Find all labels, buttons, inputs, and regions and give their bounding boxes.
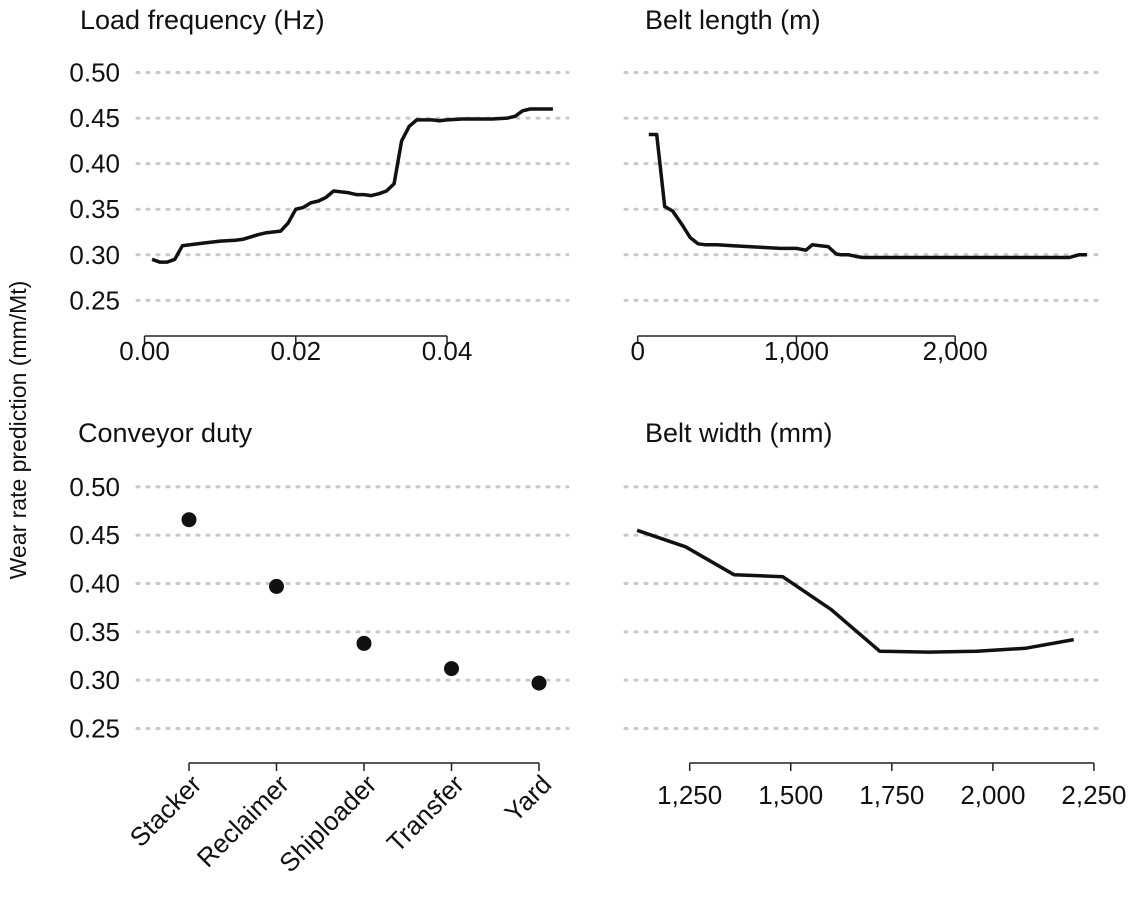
panel-conveyor-duty: Conveyor duty 0.25 0.30 0.35 0.40 0.45 0.50 St… (69, 418, 570, 878)
data-point (269, 578, 284, 594)
x-tick-label: 0 (630, 336, 644, 366)
x-tick-label: 0.02 (270, 336, 321, 366)
y-tick-label: 0.50 (69, 472, 120, 502)
panel-belt-length: Belt length (m) 0 1,000 2,000 (623, 5, 1100, 366)
x-tick-label: 1,000 (764, 336, 829, 366)
panel-belt-width: Belt width (mm) 1,250 1,500 1,750 2,000 2,25… (623, 418, 1126, 810)
panel-load-frequency: Load frequency (Hz) 0.25 0.30 0.35 0.40 0.45… (69, 5, 570, 366)
x-tick-label: 2,250 (1061, 780, 1126, 810)
panel-title-conveyor-duty: Conveyor duty (78, 418, 253, 448)
series-line (648, 132, 1087, 260)
x-tick-label: 2,000 (960, 780, 1025, 810)
y-tick-label: 0.25 (69, 285, 120, 315)
y-tick-label: 0.45 (69, 520, 120, 550)
panel-title-belt-width: Belt width (mm) (645, 418, 833, 448)
panel-title-belt-length: Belt length (m) (645, 5, 821, 35)
x-tick-label: 1,250 (657, 780, 722, 810)
y-tick-label: 0.35 (69, 194, 120, 224)
x-tick-label: Yard (499, 769, 558, 828)
series-line (151, 107, 553, 264)
x-tick-label: 1,750 (859, 780, 924, 810)
y-axis-label: Wear rate prediction (mm/Mt) (5, 281, 31, 580)
y-tick-label: 0.40 (69, 149, 120, 179)
y-tick-label: 0.25 (69, 714, 120, 744)
y-tick-label: 0.45 (69, 103, 120, 133)
x-tick-label: 0.04 (422, 336, 473, 366)
x-tick-label: Transfer (381, 769, 470, 858)
x-tick-label: 2,000 (923, 336, 988, 366)
series-line (636, 528, 1075, 654)
data-point (356, 635, 372, 651)
panel-title-load-frequency: Load frequency (Hz) (80, 5, 325, 35)
y-tick-label: 0.35 (69, 617, 120, 647)
y-tick-label: 0.50 (69, 58, 120, 88)
y-tick-label: 0.30 (69, 240, 120, 270)
y-tick-label: 0.30 (69, 665, 120, 695)
data-point (444, 661, 459, 677)
x-tick-label: 0.00 (119, 336, 170, 366)
y-tick-label: 0.40 (69, 569, 120, 599)
data-point (531, 675, 547, 691)
x-tick-label: Stacker (124, 769, 208, 853)
data-point (181, 512, 197, 528)
x-tick-label: 1,500 (758, 780, 823, 810)
